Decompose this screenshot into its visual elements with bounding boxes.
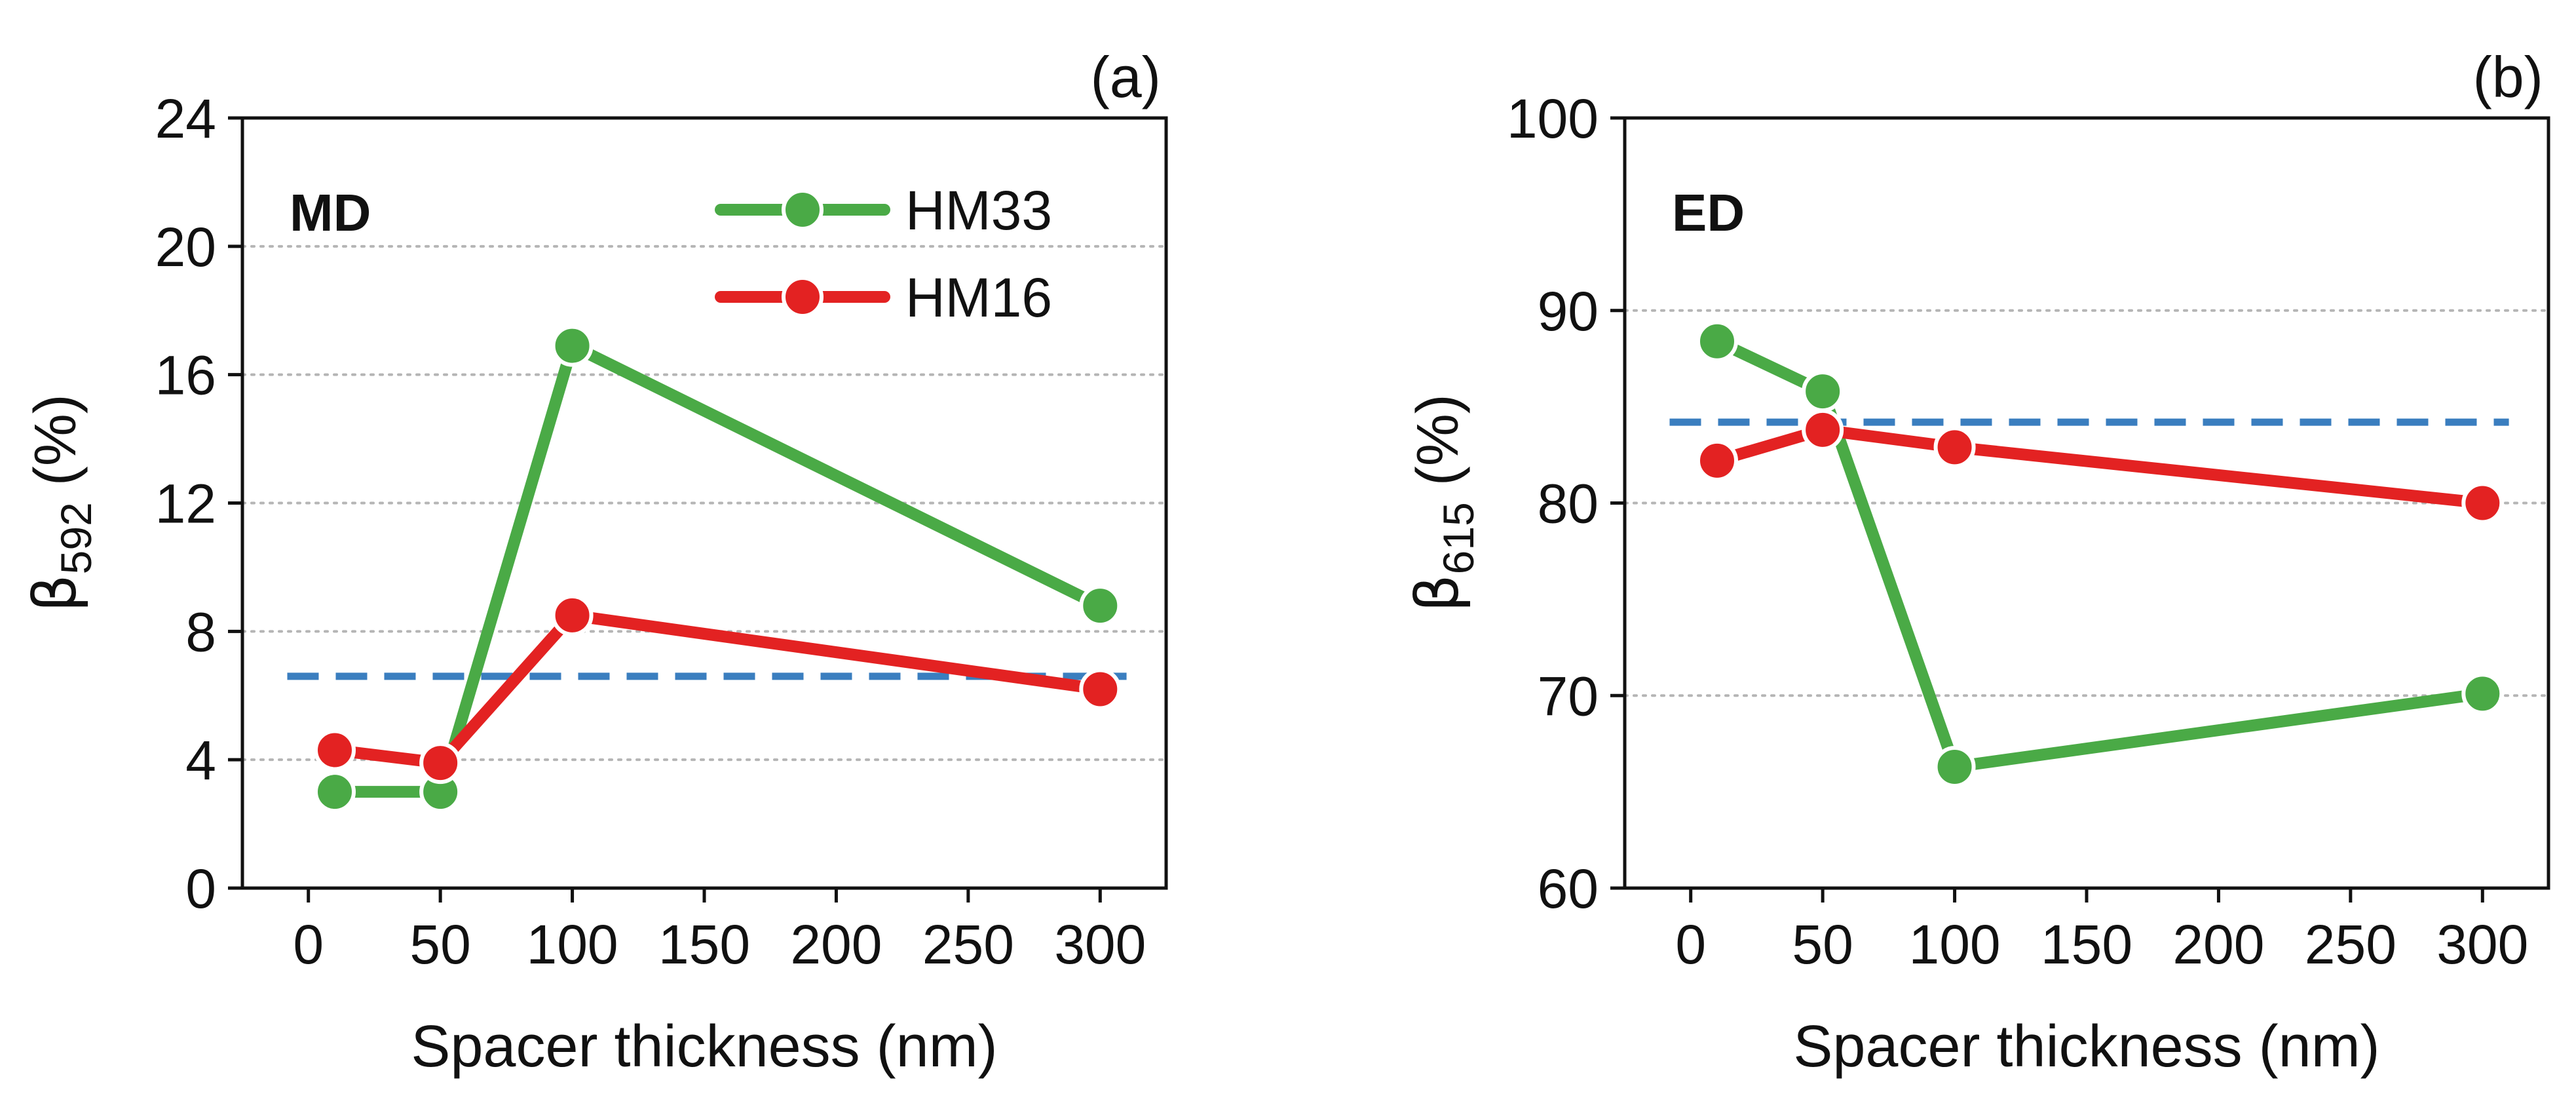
- data-point-hm16: [1696, 439, 1738, 482]
- data-point-hm16: [1079, 668, 1122, 710]
- legend: HM33 HM16: [715, 180, 1052, 328]
- data-point-hm16: [551, 594, 594, 636]
- panel-tag: (a): [1090, 45, 1161, 109]
- y-axis-symbol: β: [1403, 574, 1472, 612]
- y-tick-label: 80: [1538, 473, 1599, 535]
- data-point-hm33: [551, 324, 594, 367]
- legend-label-hm16: HM16: [905, 267, 1052, 328]
- x-axis-title: Spacer thickness (nm): [1793, 1014, 2379, 1079]
- y-axis-symbol: β: [21, 574, 90, 612]
- y-tick-label: 60: [1538, 858, 1599, 920]
- x-tick-label: 250: [2305, 914, 2396, 975]
- legend-marker-hm16: [782, 276, 824, 318]
- y-tick-label: 20: [155, 216, 216, 278]
- y-tick-label: 70: [1538, 665, 1599, 727]
- data-point-hm33: [1079, 585, 1122, 627]
- y-tick-label: 16: [155, 345, 216, 406]
- x-tick-label: 200: [790, 914, 882, 975]
- x-tick-label: 250: [922, 914, 1014, 975]
- x-tick-label: 50: [1792, 914, 1853, 975]
- data-point-hm33: [1933, 745, 1976, 788]
- y-tick-label: 0: [185, 858, 216, 920]
- series-line-hm16: [1711, 423, 2489, 509]
- data-point-hm33: [314, 771, 356, 813]
- y-tick-label: 90: [1538, 281, 1599, 342]
- x-tick-label: 50: [409, 914, 470, 975]
- data-point-hm33: [2461, 672, 2504, 715]
- data-point-hm16: [1802, 408, 1844, 451]
- legend-marker-hm33: [782, 189, 824, 231]
- data-point-hm16: [2461, 482, 2504, 524]
- data-point-hm33: [1696, 320, 1738, 362]
- y-axis-subscript: 615: [1434, 502, 1483, 574]
- data-point-hm33: [1802, 370, 1844, 413]
- x-tick-label: 100: [526, 914, 618, 975]
- y-axis-title: β592 (%): [21, 394, 100, 612]
- data-point-hm16: [314, 729, 356, 771]
- panel-inner-label: ED: [1672, 184, 1745, 242]
- legend-label-hm33: HM33: [905, 180, 1052, 241]
- y-axis-unit: (%): [23, 394, 88, 502]
- y-tick-label: 24: [155, 88, 216, 149]
- y-axis-unit: (%): [1405, 394, 1471, 502]
- y-tick-label: 100: [1507, 88, 1599, 149]
- data-point-hm16: [1933, 426, 1976, 469]
- y-tick-label: 4: [185, 729, 216, 791]
- y-axis-subscript: 592: [52, 502, 100, 574]
- series-line-hm33: [329, 340, 1107, 798]
- panel-inner-label: MD: [290, 184, 371, 242]
- x-tick-label: 0: [1675, 914, 1706, 975]
- x-tick-label: 150: [658, 914, 750, 975]
- series-line-hm33: [1711, 335, 2489, 773]
- y-tick-label: 8: [185, 601, 216, 663]
- series-line-hm16: [329, 609, 1107, 769]
- chart-panel-a: 0 4 8 12 16 20 24 0 50 100 150 200 250 300 Spacer thic…: [21, 45, 1168, 1079]
- x-axis-title: Spacer thickness (nm): [411, 1014, 997, 1079]
- y-tick-label: 12: [155, 473, 216, 535]
- x-tick-label: 150: [2041, 914, 2132, 975]
- x-tick-label: 100: [1908, 914, 2000, 975]
- panel-tag: (b): [2472, 45, 2543, 109]
- y-axis-title: β615 (%): [1403, 394, 1483, 612]
- x-tick-label: 200: [2172, 914, 2264, 975]
- data-point-hm16: [419, 742, 462, 785]
- x-tick-label: 300: [2436, 914, 2528, 975]
- x-tick-label: 300: [1054, 914, 1146, 975]
- x-tick-label: 0: [293, 914, 324, 975]
- chart-panel-b: 60 70 80 90 100 0 50 100 150 200 250 300 Spacer thic…: [1403, 45, 2550, 1079]
